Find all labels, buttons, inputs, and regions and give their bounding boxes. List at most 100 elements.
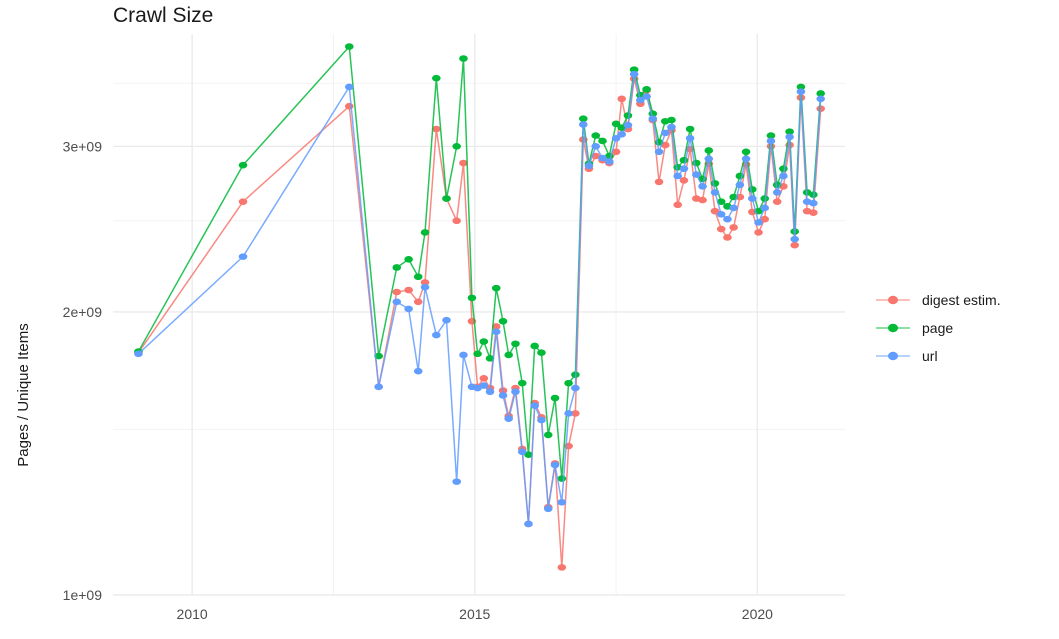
data-point (604, 158, 614, 165)
data-point (779, 165, 788, 173)
chart-title: Crawl Size (113, 4, 213, 27)
grid-major-group (113, 34, 845, 596)
data-point (629, 70, 639, 78)
legend-item-url[interactable]: url (876, 348, 938, 364)
legend-item-page[interactable]: page (876, 320, 953, 336)
data-point (550, 461, 560, 469)
data-point (543, 505, 553, 513)
series-url (134, 70, 825, 528)
grid-minor-group (113, 34, 845, 595)
data-point (473, 350, 482, 358)
legend-item-digest-estim[interactable]: digest estim. (876, 292, 1001, 308)
data-point (420, 279, 430, 286)
data-point (564, 379, 573, 387)
legend-label: digest estim. (922, 292, 1001, 308)
y-tick-label: 2e+09 (63, 304, 103, 320)
data-point (578, 115, 588, 123)
data-point (591, 132, 601, 139)
data-point (392, 264, 402, 271)
series-line (137, 73, 822, 525)
data-point (710, 180, 720, 187)
data-point (392, 288, 402, 296)
data-point (374, 383, 383, 391)
legend: digest estim. page url (876, 292, 1001, 364)
data-point (537, 416, 546, 424)
series-page (134, 43, 825, 482)
data-point (504, 351, 513, 359)
data-point (550, 394, 560, 402)
data-point (735, 181, 745, 189)
data-point (654, 178, 664, 186)
data-point (452, 478, 461, 485)
x-tick-label: 2020 (742, 606, 773, 622)
data-point (392, 298, 402, 306)
data-point (404, 286, 413, 294)
data-point (785, 128, 794, 135)
data-point (432, 74, 441, 82)
series-group (134, 43, 825, 571)
data-point (537, 349, 546, 357)
data-point (238, 253, 248, 260)
data-point (617, 130, 627, 138)
legend-key-point (888, 295, 898, 305)
legend-label: page (922, 320, 953, 336)
data-point (816, 90, 825, 97)
data-point (584, 162, 594, 170)
data-point (704, 147, 714, 154)
data-point (629, 66, 639, 73)
legend-key-point (888, 323, 898, 333)
data-point (796, 88, 806, 95)
data-point (667, 116, 676, 124)
data-point (459, 55, 468, 62)
y-axis-tick-labels: 1e+09 2e+09 3e+09 (63, 138, 103, 603)
data-point (673, 201, 682, 209)
data-point (511, 340, 520, 348)
data-point (459, 159, 468, 167)
data-point (716, 198, 726, 205)
data-point (557, 564, 567, 571)
data-point (741, 148, 751, 156)
data-point (766, 137, 776, 145)
data-point (504, 415, 513, 422)
data-point (413, 298, 423, 306)
data-point (498, 317, 508, 325)
data-point (238, 198, 248, 205)
data-point (760, 215, 770, 223)
data-point (479, 382, 489, 389)
data-point (679, 165, 689, 173)
data-point (404, 305, 413, 313)
data-point (816, 95, 825, 103)
data-point (479, 375, 489, 382)
data-point (748, 195, 757, 202)
data-point (442, 195, 451, 202)
data-point (485, 388, 495, 396)
data-point (679, 156, 689, 164)
data-point (642, 85, 651, 93)
data-point (785, 133, 794, 141)
data-point (420, 229, 430, 236)
data-point (530, 342, 539, 350)
data-point (404, 256, 413, 263)
data-point (685, 134, 695, 142)
data-point (611, 134, 621, 142)
data-point (779, 172, 788, 180)
y-tick-label: 3e+09 (63, 138, 103, 154)
data-point (716, 211, 726, 218)
data-point (432, 331, 441, 339)
data-point (760, 195, 770, 202)
data-point (636, 96, 645, 104)
data-point (754, 219, 763, 226)
data-point (710, 189, 720, 196)
data-point (452, 143, 461, 150)
data-point (491, 284, 501, 292)
data-point (772, 189, 782, 196)
data-point (723, 215, 732, 223)
data-point (564, 410, 573, 417)
data-point (729, 204, 738, 212)
data-point (524, 451, 533, 458)
data-point (623, 112, 633, 119)
data-point (692, 171, 701, 178)
data-point (344, 102, 354, 110)
data-point (723, 234, 732, 241)
